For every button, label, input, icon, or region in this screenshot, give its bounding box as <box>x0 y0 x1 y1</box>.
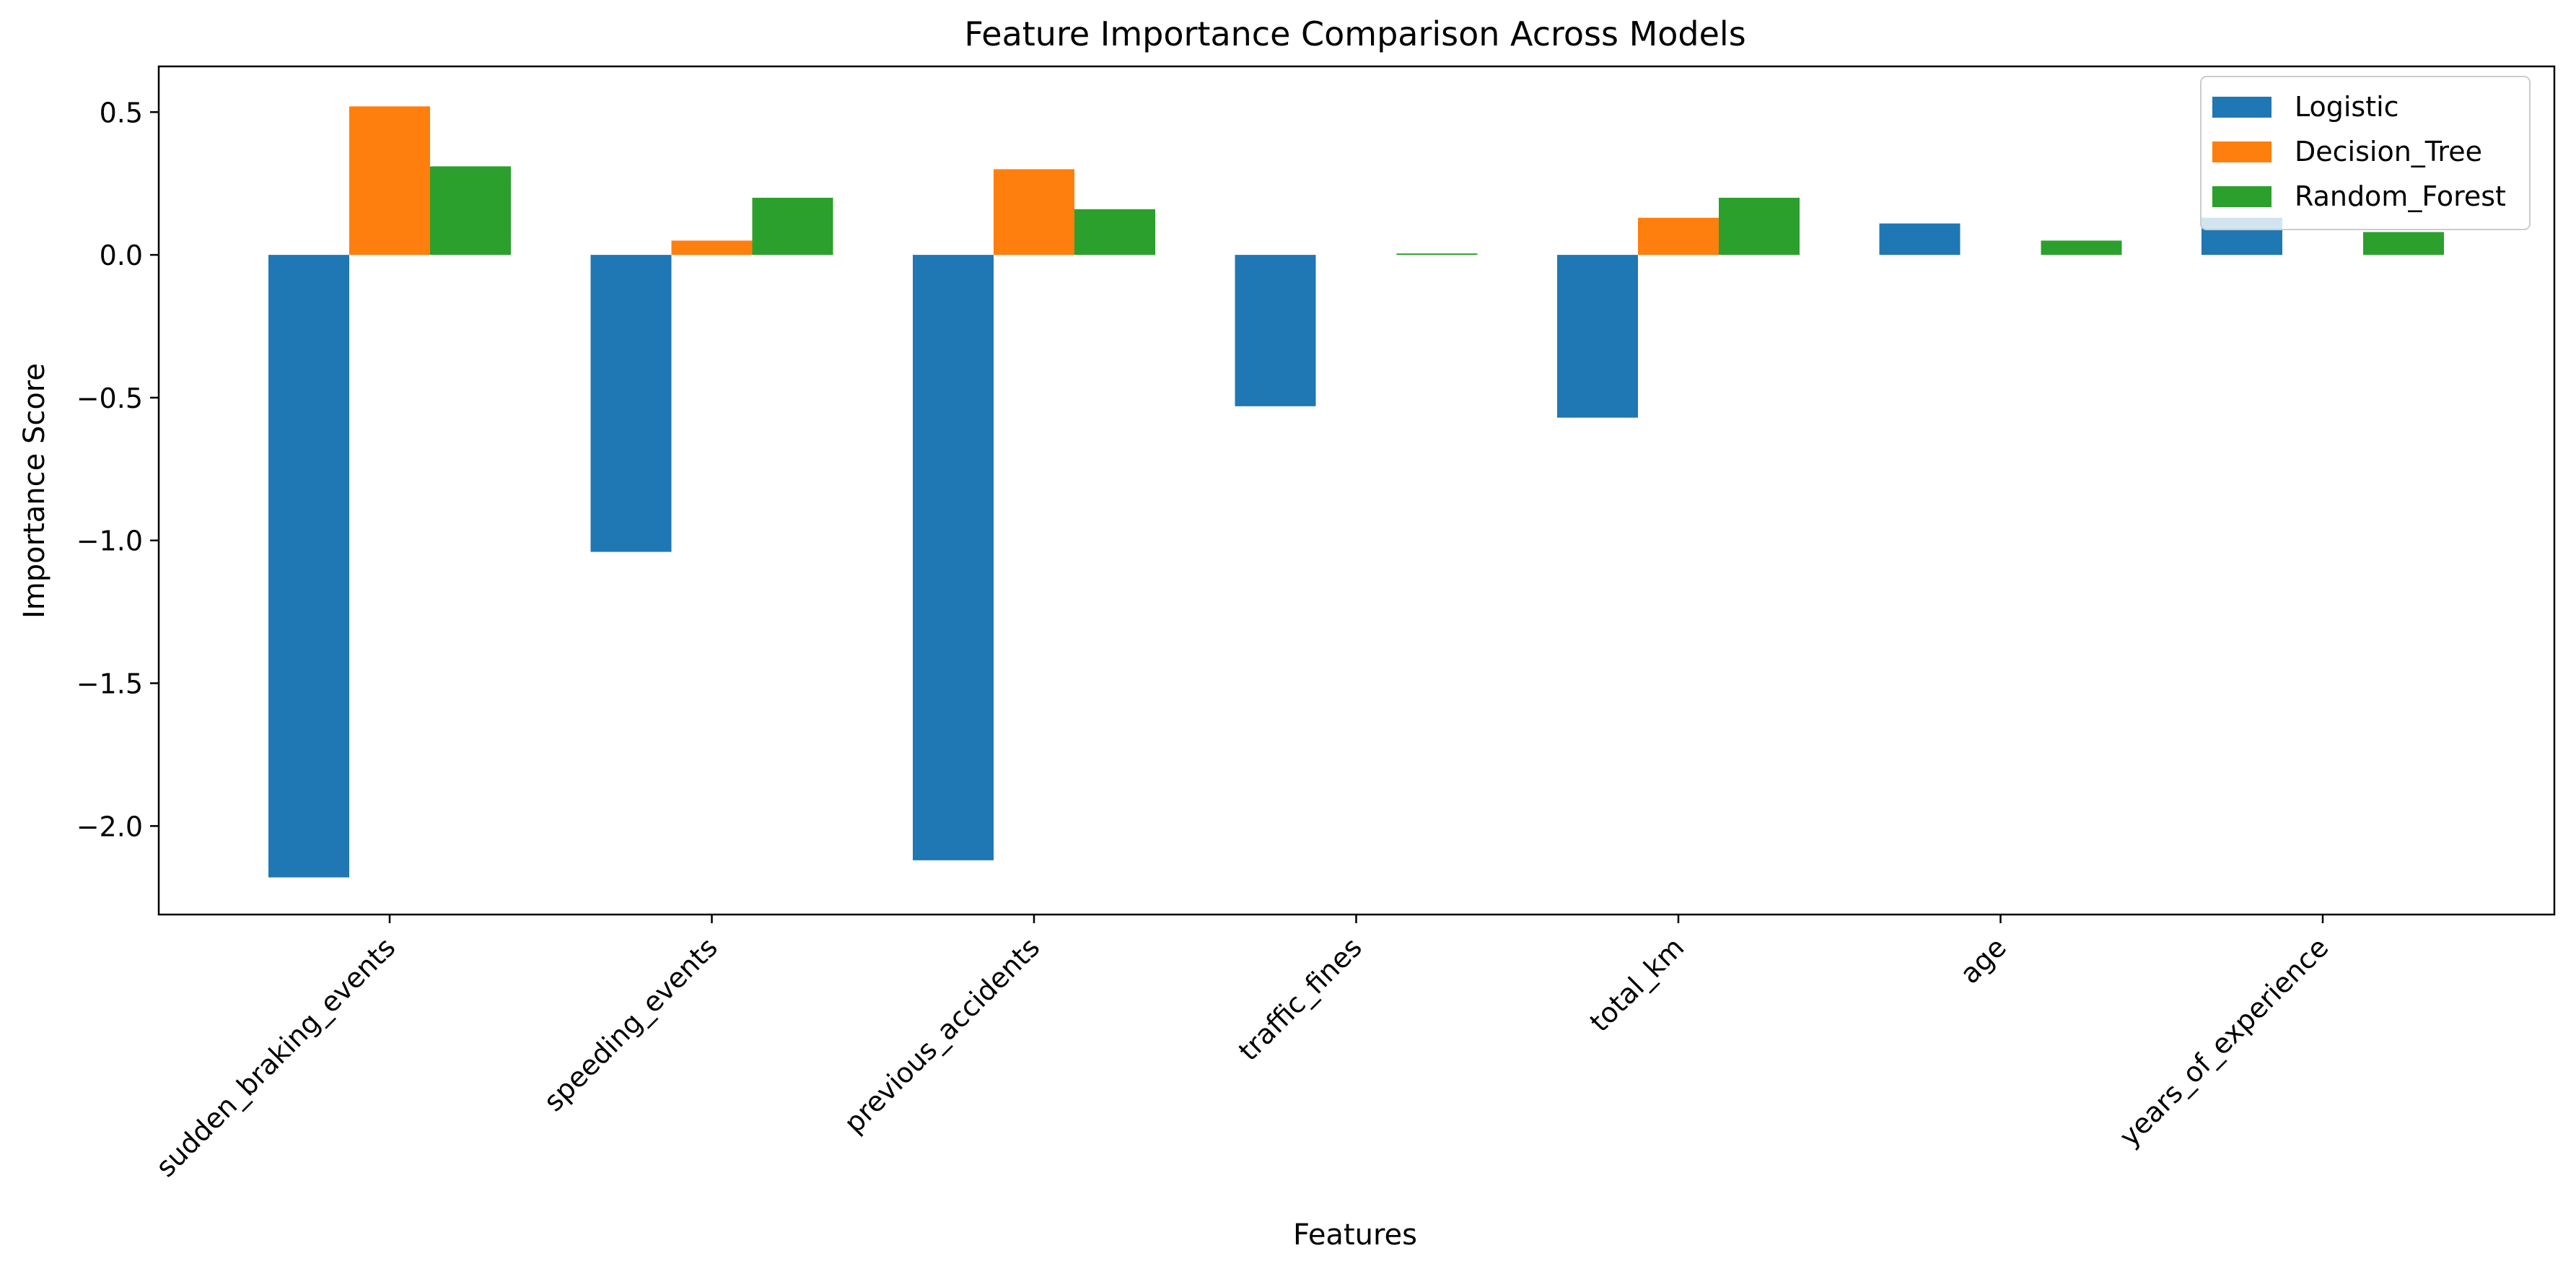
plot-frame <box>157 65 2556 916</box>
legend-swatch-logistic <box>2212 97 2271 118</box>
bars-layer <box>268 106 2444 878</box>
bar-logistic-age <box>1879 223 1961 256</box>
y-axis-label: Importance Score <box>18 363 51 619</box>
x-tick-label: speeding_events <box>538 931 724 1117</box>
x-tick-label: previous_accidents <box>838 931 1046 1139</box>
bar-decision-tree-speeding-events <box>671 240 753 256</box>
legend-frame <box>2200 76 2531 230</box>
bar-decision-tree-total-km <box>1638 217 1719 256</box>
y-tick-label: −1.0 <box>76 525 143 557</box>
x-tick-label: traffic_fines <box>1232 931 1368 1067</box>
bar-random-forest-years-of-experience <box>2363 232 2444 256</box>
legend: Logistic Decision_Tree Random_Forest <box>2200 76 2531 230</box>
y-tick-label: 0.0 <box>100 240 143 271</box>
bar-logistic-speeding-events <box>590 255 672 552</box>
bar-logistic-traffic-fines <box>1235 255 1316 406</box>
bar-random-forest-previous-accidents <box>1074 209 1155 256</box>
y-tick-label: −1.5 <box>76 668 143 700</box>
y-tick-label: −2.0 <box>76 811 143 842</box>
chart-title: Feature Importance Comparison Across Mod… <box>964 14 1745 53</box>
bar-logistic-sudden-braking-events <box>268 255 349 878</box>
bar-random-forest-speeding-events <box>752 197 833 256</box>
bar-random-forest-total-km <box>1719 197 1800 256</box>
legend-label-decision-tree: Decision_Tree <box>2295 136 2482 167</box>
bar-decision-tree-sudden-braking-events <box>349 106 430 256</box>
bar-random-forest-traffic-fines <box>1396 253 1478 256</box>
bar-decision-tree-previous-accidents <box>994 169 1074 256</box>
legend-swatch-random-forest <box>2212 186 2271 207</box>
x-tick-label: years_of_experience <box>2113 931 2335 1153</box>
x-tick-label: age <box>1954 931 2012 990</box>
legend-label-random-forest: Random_Forest <box>2295 180 2506 212</box>
x-axis: sudden_braking_events speeding_events prev… <box>149 915 2334 1183</box>
bar-random-forest-sudden-braking-events <box>430 166 511 256</box>
legend-label-logistic: Logistic <box>2295 91 2399 123</box>
bar-logistic-total-km <box>1557 255 1638 418</box>
x-tick-label: total_km <box>1584 931 1691 1038</box>
x-axis-label: Features <box>1293 1218 1417 1252</box>
bar-logistic-previous-accidents <box>913 255 994 860</box>
bar-random-forest-age <box>2041 240 2122 256</box>
legend-swatch-decision-tree <box>2212 141 2271 162</box>
y-tick-label: −0.5 <box>76 383 143 414</box>
y-axis: 0.5 0.0 −0.5 −1.0 −1.5 −2.0 <box>76 97 159 842</box>
y-tick-label: 0.5 <box>100 97 143 128</box>
x-tick-label: sudden_braking_events <box>149 931 401 1183</box>
